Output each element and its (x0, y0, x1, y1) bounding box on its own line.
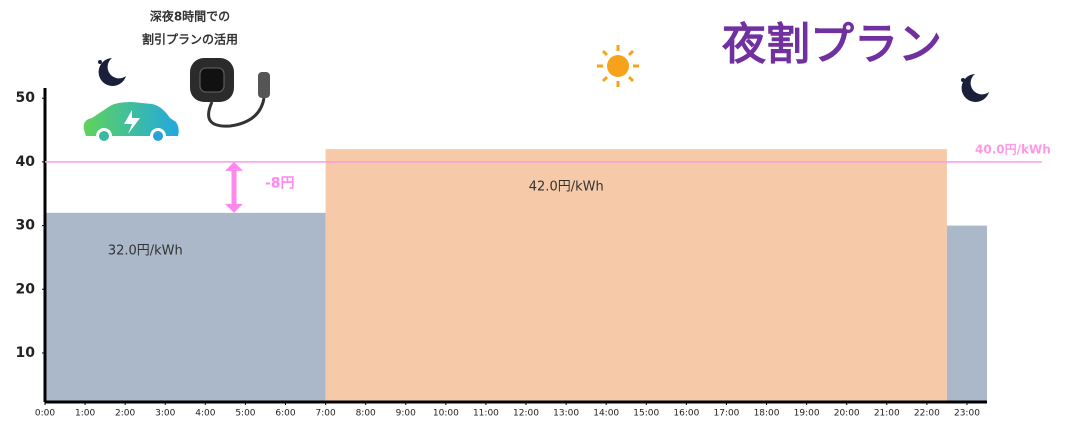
arrow-head (225, 162, 243, 171)
y-tick-label: 20 (16, 281, 36, 297)
x-tick-label: 1:00 (75, 409, 95, 419)
x-tick-label: 18:00 (754, 409, 780, 419)
y-tick-label: 10 (16, 345, 36, 361)
x-tick-label: 14:00 (593, 409, 619, 419)
note-line: 深夜8時間での (150, 9, 230, 24)
moon-icon (98, 58, 126, 86)
difference-label: -8円 (265, 175, 295, 191)
note-line: 割引プランの活用 (142, 32, 238, 47)
arrow-head (225, 204, 243, 213)
moon-icon (961, 74, 989, 102)
car-icon (84, 102, 179, 144)
value-label: 42.0円/kWh (529, 180, 604, 195)
bar (947, 226, 987, 402)
sun-icon (597, 45, 639, 87)
x-tick-label: 12:00 (513, 409, 539, 419)
x-tick-label: 2:00 (115, 409, 135, 419)
x-tick-label: 9:00 (396, 409, 416, 419)
x-tick-label: 16:00 (673, 409, 699, 419)
x-tick-label: 4:00 (195, 409, 215, 419)
chart: 夜割プラン 深夜8時間での 割引プランの活用 32.0円/kWh 42.0円/kW… (0, 0, 1071, 421)
x-tick-label: 10:00 (433, 409, 459, 419)
charger-icon (190, 58, 270, 126)
x-tick-label: 0:00 (35, 409, 55, 419)
x-tick-label: 8:00 (356, 409, 376, 419)
x-tick-label: 15:00 (633, 409, 659, 419)
x-tick-label: 17:00 (713, 409, 739, 419)
value-label: 32.0円/kWh (108, 243, 183, 258)
x-tick-label: 7:00 (315, 409, 335, 419)
x-tick-label: 3:00 (155, 409, 175, 419)
reference-label: 40.0円/kWh (975, 142, 1051, 156)
bar (45, 213, 326, 402)
x-tick-label: 5:00 (235, 409, 255, 419)
x-tick-label: 19:00 (794, 409, 820, 419)
y-tick-label: 40 (16, 154, 36, 170)
bar (326, 149, 947, 402)
y-tick-label: 50 (16, 90, 36, 106)
chart-title: 夜割プラン (721, 19, 942, 70)
x-tick-label: 22:00 (914, 409, 940, 419)
x-tick-label: 11:00 (473, 409, 499, 419)
x-tick-label: 20:00 (834, 409, 860, 419)
x-tick-label: 23:00 (954, 409, 980, 419)
x-tick-label: 21:00 (874, 409, 900, 419)
x-tick-label: 13:00 (553, 409, 579, 419)
y-tick-label: 30 (16, 218, 36, 234)
x-tick-label: 6:00 (275, 409, 295, 419)
